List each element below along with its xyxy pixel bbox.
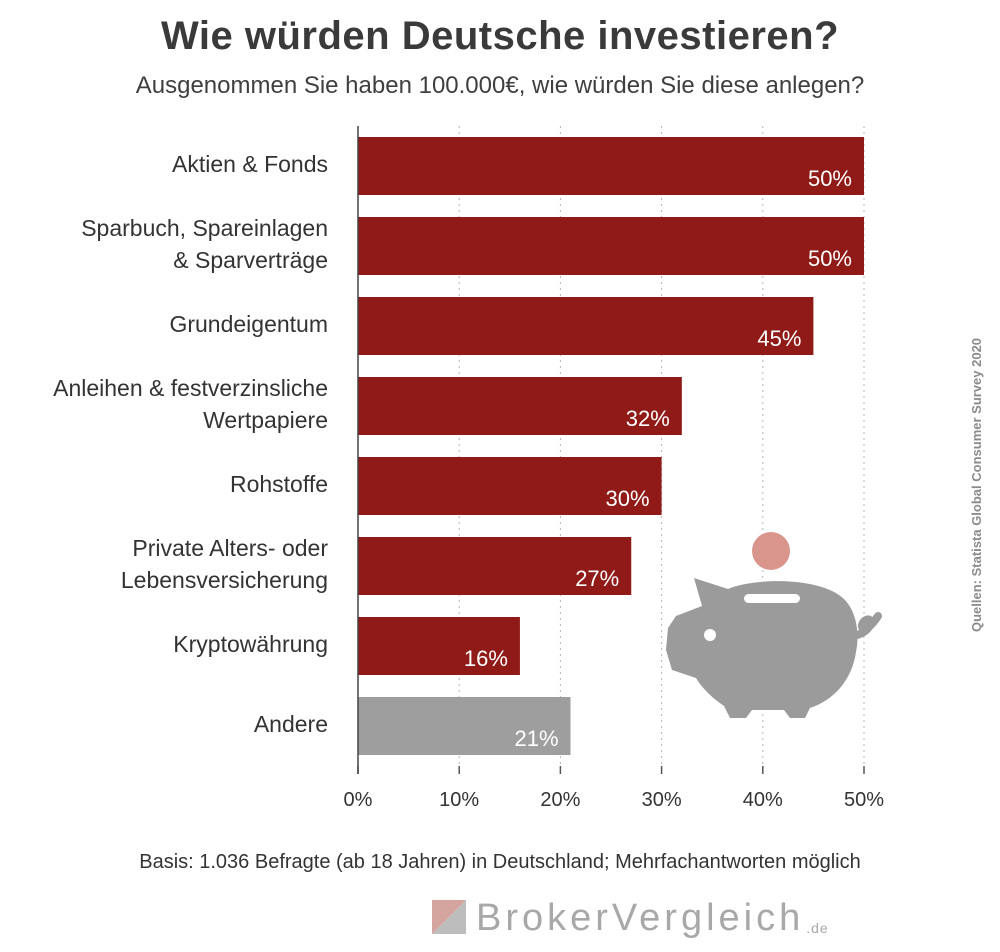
piggy-tail — [848, 612, 882, 640]
x-tick-label: 0% — [344, 789, 373, 811]
category-label: Private Alters- oder — [132, 535, 328, 561]
bar — [358, 377, 682, 435]
piggy-eye — [704, 629, 716, 641]
coin-slot — [744, 594, 800, 603]
bar — [358, 537, 632, 595]
bar — [358, 297, 814, 355]
x-tick-label: 50% — [844, 789, 884, 811]
value-label: 50% — [808, 246, 852, 271]
category-label: Sparbuch, Spareinlagen — [81, 215, 328, 241]
coin-icon — [752, 532, 790, 570]
bar — [358, 217, 864, 275]
source-note: Quellen: Statista Global Consumer Survey… — [969, 337, 984, 632]
category-label: Rohstoffe — [230, 471, 328, 497]
logo-mark-icon — [432, 900, 466, 934]
x-tick-label: 20% — [540, 789, 580, 811]
grid-lines — [458, 126, 865, 766]
bar — [358, 137, 864, 195]
value-labels: 50% 50% 45% 32% 30% 27% 16% 21% — [464, 166, 852, 751]
value-label: 50% — [808, 166, 852, 191]
x-axis: 0% 10% 20% 30% 40% 50% — [344, 126, 884, 811]
bar — [358, 457, 662, 515]
category-label: Andere — [254, 711, 328, 737]
value-label: 16% — [464, 646, 508, 671]
x-tick-label: 10% — [439, 789, 479, 811]
value-label: 45% — [757, 326, 801, 351]
bar-chart: Aktien & Fonds Sparbuch, Spareinlagen & Sp… — [53, 126, 884, 811]
bars — [358, 137, 864, 755]
chart-subtitle: Ausgenommen Sie haben 100.000€, wie würd… — [135, 72, 865, 99]
bar — [358, 697, 571, 755]
bar — [358, 617, 520, 675]
category-label: Kryptowährung — [173, 631, 328, 657]
piggy-bank-icon — [666, 532, 882, 718]
piggy-body — [666, 578, 858, 718]
chart-title: Wie würden Deutsche investieren? — [160, 14, 840, 58]
category-label: Lebensversicherung — [121, 567, 328, 593]
category-label: Grundeigentum — [169, 311, 328, 337]
category-label: Wertpapiere — [203, 407, 328, 433]
footnote: Basis: 1.036 Befragte (ab 18 Jahren) in … — [139, 851, 861, 873]
category-label: & Sparverträge — [173, 247, 328, 273]
category-labels: Aktien & Fonds Sparbuch, Spareinlagen & Sp… — [53, 151, 328, 737]
category-label: Anleihen & festverzinsliche — [53, 375, 328, 401]
x-tick-label: 40% — [743, 789, 783, 811]
logo-tld: .de — [806, 920, 829, 936]
value-label: 32% — [626, 406, 670, 431]
logo-name: BrokerVergleich — [476, 897, 805, 939]
category-label: Aktien & Fonds — [172, 151, 328, 177]
value-label: 21% — [514, 726, 558, 751]
value-label: 30% — [606, 486, 650, 511]
x-tick-label: 30% — [642, 789, 682, 811]
brand-logo[interactable]: BrokerVergleich .de — [432, 898, 829, 938]
value-label: 27% — [575, 566, 619, 591]
